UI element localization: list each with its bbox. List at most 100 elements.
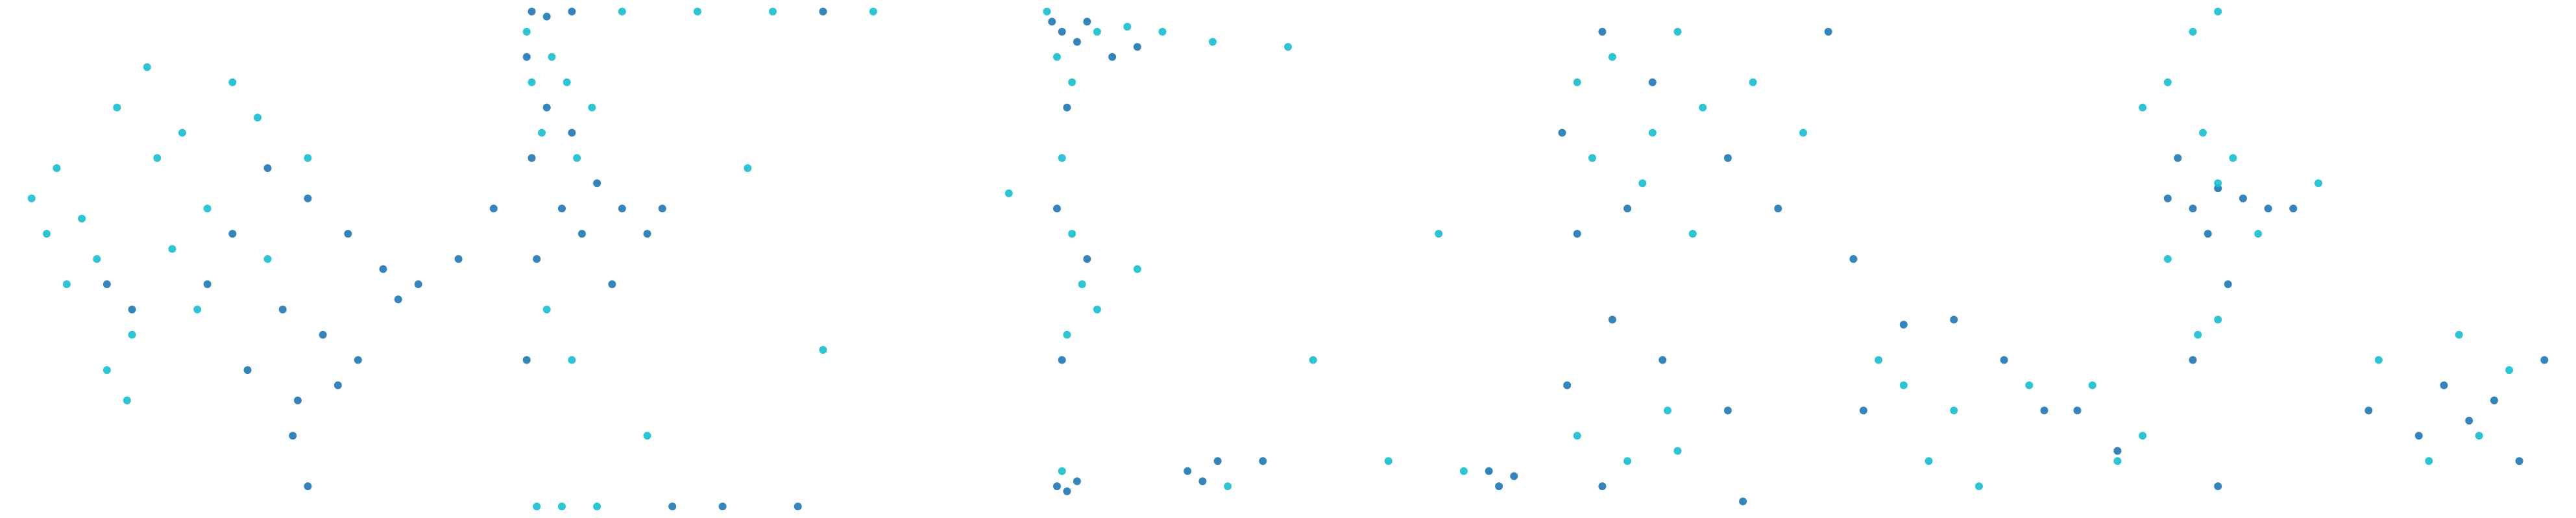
point bbox=[1739, 497, 1747, 506]
point bbox=[1043, 7, 1051, 16]
point bbox=[1004, 189, 1013, 197]
point bbox=[304, 194, 312, 203]
point bbox=[1859, 406, 1867, 415]
point bbox=[557, 502, 566, 511]
point bbox=[593, 179, 601, 188]
point bbox=[2088, 381, 2096, 389]
point bbox=[304, 482, 312, 491]
point bbox=[1063, 103, 1071, 112]
point bbox=[658, 204, 666, 213]
point bbox=[1774, 204, 1782, 213]
point bbox=[568, 129, 576, 137]
point bbox=[1673, 27, 1682, 36]
point bbox=[533, 255, 541, 263]
point bbox=[354, 356, 362, 364]
point bbox=[1459, 467, 1468, 475]
point bbox=[1899, 381, 1908, 389]
point bbox=[1849, 255, 1858, 263]
point bbox=[143, 63, 151, 71]
point bbox=[1664, 406, 1672, 415]
point bbox=[1052, 53, 1061, 61]
point bbox=[819, 7, 827, 16]
point bbox=[1875, 356, 1883, 364]
point bbox=[1083, 255, 1091, 263]
point bbox=[2239, 194, 2247, 203]
point bbox=[334, 381, 342, 389]
point bbox=[2289, 204, 2298, 213]
point bbox=[1925, 457, 1933, 465]
point bbox=[2505, 366, 2514, 375]
point bbox=[1224, 482, 1232, 491]
point bbox=[293, 396, 302, 404]
point bbox=[794, 502, 802, 511]
point bbox=[2315, 179, 2322, 188]
point bbox=[2465, 416, 2473, 425]
point bbox=[379, 265, 387, 273]
point bbox=[1108, 53, 1117, 61]
point bbox=[178, 129, 186, 137]
point bbox=[1638, 179, 1647, 188]
point bbox=[1573, 230, 1581, 238]
point bbox=[542, 103, 551, 112]
point bbox=[2475, 432, 2483, 440]
point bbox=[1648, 129, 1657, 137]
point bbox=[42, 230, 51, 238]
point bbox=[618, 204, 626, 213]
point bbox=[53, 164, 61, 172]
point bbox=[1123, 23, 1132, 31]
point bbox=[2189, 27, 2197, 36]
point bbox=[1899, 321, 1908, 329]
point bbox=[2455, 330, 2463, 339]
point bbox=[254, 114, 261, 122]
point bbox=[2000, 356, 2008, 364]
point bbox=[533, 502, 541, 511]
point bbox=[344, 230, 352, 238]
point bbox=[228, 230, 237, 238]
point bbox=[1950, 315, 1958, 324]
point bbox=[819, 346, 827, 354]
point bbox=[1384, 457, 1392, 465]
point bbox=[718, 502, 727, 511]
point bbox=[263, 255, 272, 263]
point bbox=[1563, 381, 1572, 389]
point bbox=[1083, 18, 1091, 26]
point bbox=[1573, 432, 1581, 440]
point bbox=[1623, 457, 1632, 465]
point bbox=[243, 366, 252, 375]
point bbox=[1259, 457, 1267, 465]
point bbox=[593, 502, 601, 511]
point bbox=[608, 280, 616, 288]
point bbox=[1093, 305, 1101, 314]
point bbox=[568, 7, 576, 16]
point bbox=[1485, 467, 1493, 475]
point bbox=[78, 214, 86, 223]
point bbox=[168, 245, 176, 253]
point bbox=[1824, 27, 1832, 36]
point bbox=[2139, 103, 2147, 112]
point bbox=[548, 53, 556, 61]
point bbox=[2139, 432, 2147, 440]
point bbox=[1058, 356, 1066, 364]
point bbox=[1648, 78, 1657, 86]
point bbox=[1950, 406, 1958, 415]
point bbox=[123, 396, 131, 404]
point bbox=[2113, 457, 2122, 465]
point bbox=[1688, 230, 1697, 238]
point bbox=[2214, 7, 2222, 16]
point bbox=[113, 103, 121, 112]
point bbox=[2189, 204, 2197, 213]
point bbox=[1608, 53, 1616, 61]
point bbox=[522, 27, 531, 36]
point bbox=[528, 7, 536, 16]
point bbox=[27, 194, 36, 203]
point bbox=[2540, 356, 2549, 364]
point bbox=[769, 7, 777, 16]
point bbox=[1078, 280, 1086, 288]
point bbox=[319, 330, 327, 339]
point bbox=[228, 78, 237, 86]
point bbox=[643, 432, 651, 440]
point bbox=[2189, 356, 2197, 364]
point bbox=[1063, 487, 1071, 495]
point bbox=[1058, 154, 1066, 162]
